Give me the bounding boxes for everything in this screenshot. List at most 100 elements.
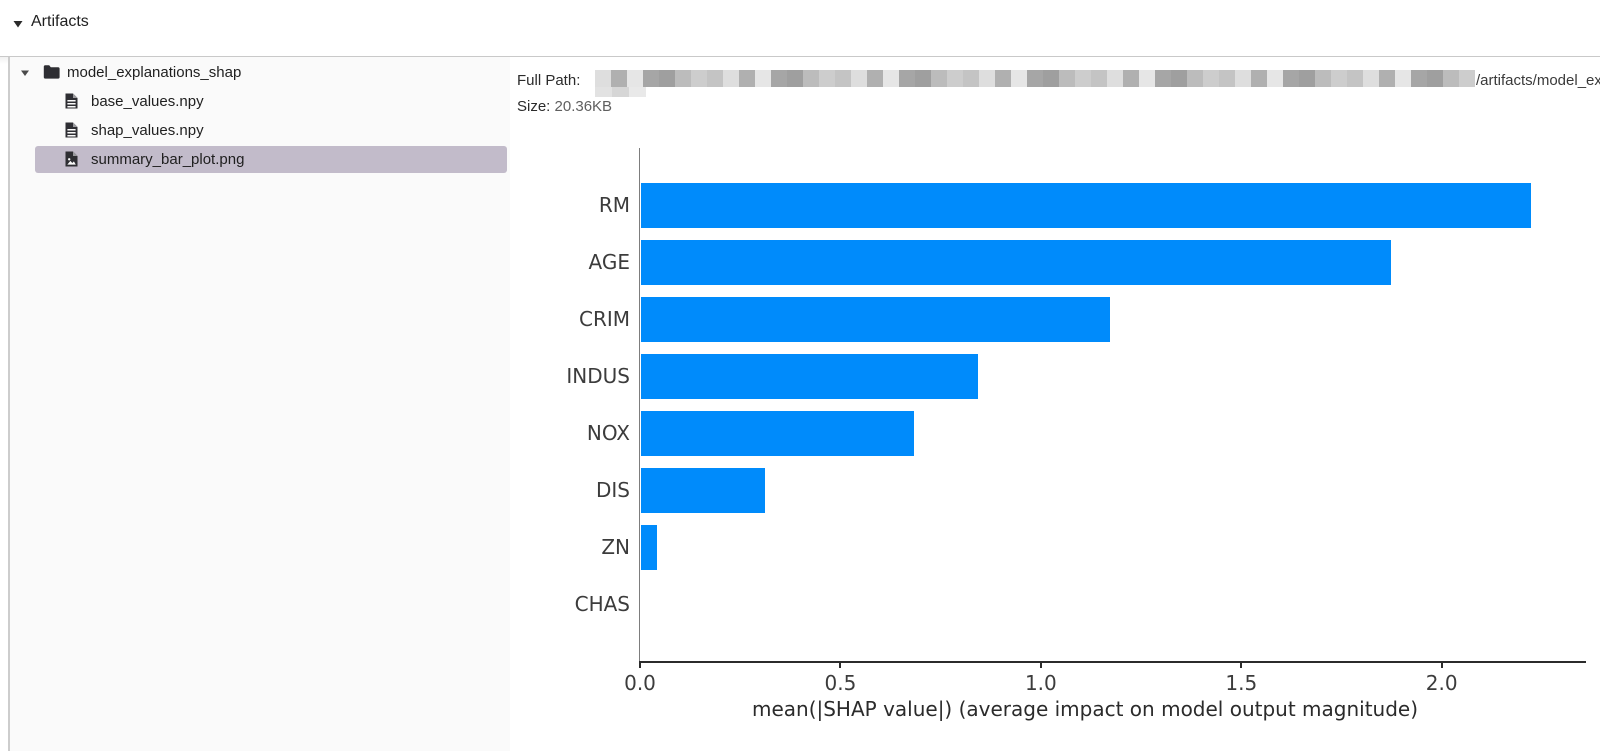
- artifact-detail-pane: Full Path: /artifacts/model_ex Size: 20.…: [510, 57, 1600, 751]
- artifacts-title: Artifacts: [31, 13, 89, 30]
- bar-nox: [641, 410, 914, 456]
- tree-item-file[interactable]: shap_values.npy: [10, 116, 510, 145]
- redaction-block: [595, 70, 611, 87]
- collapse-caret-icon[interactable]: [12, 18, 24, 30]
- redaction-block: [1331, 70, 1347, 87]
- redaction-block: [1299, 70, 1315, 87]
- redaction-block: [1219, 70, 1235, 87]
- x-tick-label: 0.0: [624, 671, 656, 695]
- redaction-block: [899, 70, 915, 87]
- redaction-block: [1411, 70, 1427, 87]
- redaction-block: [1427, 70, 1443, 87]
- redaction-block: [851, 70, 867, 87]
- y-tick-label-dis: DIS: [596, 478, 630, 502]
- redaction-block: [1187, 70, 1203, 87]
- redaction-block: [1283, 70, 1299, 87]
- redaction-block: [1027, 70, 1043, 87]
- bar-zn: [641, 524, 658, 570]
- redaction-block: [627, 70, 643, 87]
- redaction-block: [739, 70, 755, 87]
- full-path-visible-tail: /artifacts/model_ex: [1476, 72, 1600, 89]
- x-tick-mark: [839, 663, 842, 668]
- y-tick-label-rm: RM: [598, 193, 630, 217]
- redaction-block: [835, 70, 851, 87]
- x-tick-mark: [1440, 663, 1443, 668]
- redaction-block: [1075, 70, 1091, 87]
- redaction-block: [979, 70, 995, 87]
- x-tick-mark: [639, 663, 641, 668]
- full-path-label: Full Path:: [517, 72, 581, 89]
- x-tick-mark: [1240, 663, 1243, 668]
- y-tick-label-chas: CHAS: [574, 592, 630, 616]
- file-text-icon: [65, 122, 78, 138]
- redaction-block: [1171, 70, 1187, 87]
- redacted-path-mosaic: [595, 70, 1475, 87]
- redaction-block: [1347, 70, 1363, 87]
- size-label: Size:: [517, 98, 555, 115]
- tree-item-file[interactable]: base_values.npy: [10, 87, 510, 116]
- redaction-block: [1315, 70, 1331, 87]
- redaction-block: [723, 70, 739, 87]
- x-tick-label: 2.0: [1425, 671, 1458, 695]
- redaction-block: [915, 70, 931, 87]
- redaction-block: [612, 87, 629, 97]
- tree-item-folder[interactable]: model_explanations_shap: [10, 58, 510, 87]
- redaction-block: [1379, 70, 1395, 87]
- redaction-block: [787, 70, 803, 87]
- size-row: Size: 20.36KB: [517, 97, 612, 117]
- redaction-block: [1123, 70, 1139, 87]
- file-image-icon: [65, 151, 78, 167]
- redaction-block: [1091, 70, 1107, 87]
- redaction-block: [611, 70, 627, 87]
- redaction-block: [755, 70, 771, 87]
- x-tick-mark: [1039, 663, 1042, 668]
- folder-expand-caret-icon[interactable]: [20, 68, 30, 78]
- header-divider: [0, 56, 1600, 57]
- redaction-block: [963, 70, 979, 87]
- redaction-block: [707, 70, 723, 87]
- redaction-block: [947, 70, 963, 87]
- bar-crim: [641, 296, 1110, 342]
- redaction-block: [803, 70, 819, 87]
- redaction-block: [629, 87, 646, 97]
- redaction-block: [819, 70, 835, 87]
- redaction-block: [1107, 70, 1123, 87]
- redaction-block: [883, 70, 899, 87]
- redaction-block: [1155, 70, 1171, 87]
- redaction-block: [931, 70, 947, 87]
- redaction-block: [1459, 70, 1475, 87]
- file-name: shap_values.npy: [91, 122, 204, 139]
- y-tick-label-indus: INDUS: [566, 364, 630, 388]
- bar-age: [641, 239, 1391, 285]
- bar-dis: [641, 467, 766, 513]
- folder-icon: [43, 65, 60, 79]
- bar-indus: [641, 353, 978, 399]
- y-tick-label-zn: ZN: [601, 535, 630, 559]
- redaction-block: [1443, 70, 1459, 87]
- redaction-block: [643, 70, 659, 87]
- redaction-block: [1043, 70, 1059, 87]
- redaction-block: [1363, 70, 1379, 87]
- redaction-block: [1139, 70, 1155, 87]
- full-path-row: Full Path:: [517, 71, 580, 91]
- redaction-block: [675, 70, 691, 87]
- y-tick-label-crim: CRIM: [578, 307, 630, 331]
- x-tick-label: 1.0: [1024, 671, 1057, 695]
- redaction-block: [867, 70, 883, 87]
- redaction-block: [659, 70, 675, 87]
- selection-highlight: [35, 146, 507, 173]
- file-name: summary_bar_plot.png: [91, 151, 245, 168]
- redaction-block: [771, 70, 787, 87]
- tree-item-file-selected[interactable]: summary_bar_plot.png: [10, 145, 510, 174]
- redaction-block: [1235, 70, 1251, 87]
- redaction-block: [1267, 70, 1283, 87]
- redaction-block: [1203, 70, 1219, 87]
- redaction-block: [995, 70, 1011, 87]
- redaction-block: [1251, 70, 1267, 87]
- file-name: base_values.npy: [91, 93, 204, 110]
- size-value: 20.36KB: [554, 98, 613, 115]
- chart-x-axis-label: mean(|SHAP value|) (average impact on mo…: [751, 697, 1419, 721]
- x-tick-label: 0.5: [824, 671, 857, 695]
- redaction-block: [1011, 70, 1027, 87]
- bar-rm: [641, 182, 1531, 228]
